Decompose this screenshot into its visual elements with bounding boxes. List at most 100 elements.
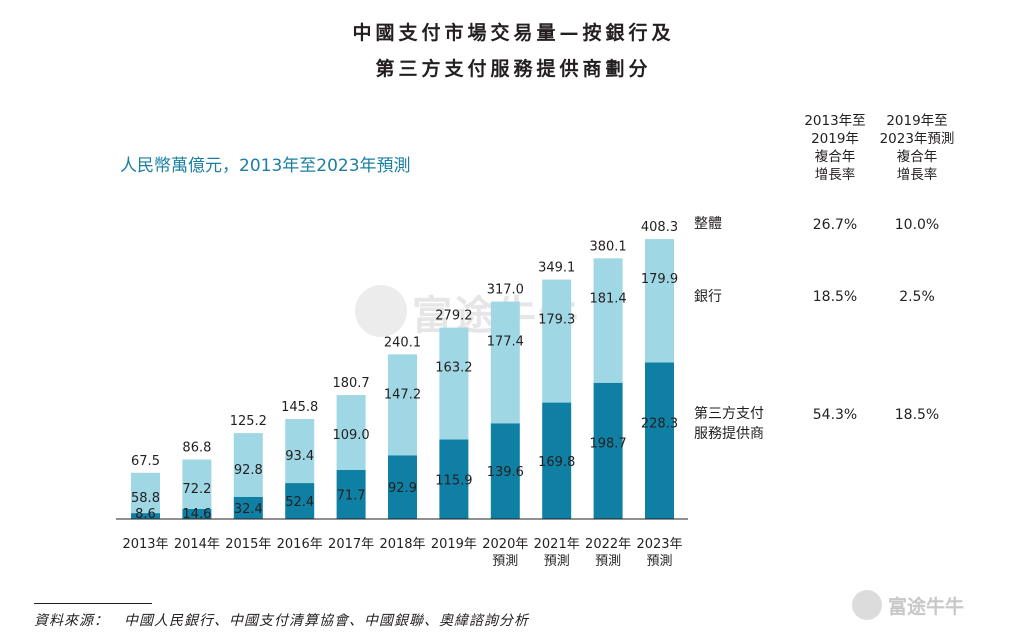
data-label-total: 240.1: [384, 335, 421, 350]
data-label-bank: 147.2: [384, 387, 421, 402]
data-label-total: 317.0: [487, 283, 524, 298]
chart-title-line2: 第三方支付服務提供商劃分: [375, 58, 652, 80]
cagr-header-line: 2019年至: [886, 113, 948, 129]
watermark-logo-icon: [355, 285, 407, 337]
bar-third-party: [182, 508, 212, 519]
data-label-third-party: 52.4: [285, 495, 314, 510]
cagr-bank-2019-2023: 2.5%: [899, 289, 935, 305]
bar-bank: [439, 327, 469, 440]
data-label-third-party: 14.6: [182, 507, 211, 522]
data-label-third-party: 71.7: [337, 488, 366, 503]
data-label-third-party: 32.4: [234, 502, 263, 517]
data-label-total: 145.8: [281, 400, 318, 415]
row-label-line: 銀行: [694, 289, 722, 305]
cagr-header-line: 增長率: [814, 167, 856, 183]
bar-bank: [645, 239, 674, 363]
row-label-third-party: 第三方支付 服務提供商: [694, 404, 764, 444]
corner-logo-icon: [852, 590, 882, 620]
row-label-total: 整體: [694, 214, 722, 234]
bar-bank: [233, 433, 263, 497]
row-label-line: 服務提供商: [694, 426, 764, 442]
bar-bank: [490, 301, 520, 424]
x-tick-label: 2017年: [328, 537, 374, 552]
bar-third-party: [233, 496, 263, 519]
data-label-total: 67.5: [131, 454, 160, 469]
cagr-header-line: 增長率: [896, 167, 938, 183]
bar-bank: [593, 258, 623, 383]
cagr-header-line: 2013年至: [804, 113, 866, 129]
row-label-bank: 銀行: [694, 287, 722, 307]
x-tick-label: 預測: [492, 554, 518, 569]
x-tick-label: 預測: [595, 554, 621, 569]
cagr-header-line: 2019年: [811, 131, 859, 147]
cagr-total-2013-2019: 26.7%: [812, 217, 858, 233]
corner-logo-text: 富途牛牛: [888, 596, 965, 618]
cagr-header-line: 複合年: [896, 149, 938, 165]
bar-third-party: [490, 423, 520, 519]
bar-bank: [131, 472, 160, 514]
bar-third-party: [131, 513, 160, 519]
source-divider: [34, 603, 152, 604]
data-label-third-party: 228.3: [641, 416, 678, 431]
data-label-bank: 72.2: [182, 482, 211, 497]
x-tick-label: 2016年: [277, 537, 323, 552]
data-label-bank: 58.8: [131, 491, 160, 506]
x-tick-label: 2020年: [482, 537, 528, 552]
bar-bank: [182, 459, 212, 509]
data-label-total: 279.2: [435, 309, 472, 324]
data-label-total: 408.3: [641, 220, 678, 235]
x-tick-label: 2019年: [431, 537, 477, 552]
x-tick-label: 預測: [544, 554, 570, 569]
data-label-bank: 109.0: [332, 428, 369, 443]
data-label-bank: 177.4: [487, 335, 524, 350]
bar-bank: [285, 419, 315, 484]
data-label-total: 349.1: [538, 261, 575, 276]
cagr-header-2019-2023: 2019年至 2023年預測 複合年 增長率: [872, 112, 962, 184]
bar-bank: [336, 395, 366, 470]
bar-third-party: [285, 483, 315, 519]
bar-third-party: [645, 362, 674, 519]
data-label-bank: 93.4: [285, 449, 314, 464]
cagr-third-party-2019-2023: 18.5%: [894, 407, 940, 423]
bar-third-party: [542, 402, 572, 519]
x-tick-label: 2015年: [225, 537, 271, 552]
chart-title-line1: 中國支付市場交易量—按銀行及: [352, 22, 675, 44]
x-tick-label: 2021年: [534, 537, 580, 552]
source-note: 資料來源： 中國人民銀行、中國支付清算協會、中國銀聯、奧緯諮詢分析: [34, 613, 529, 629]
data-label-bank: 181.4: [589, 291, 626, 306]
bar-third-party: [388, 455, 417, 519]
bar-bank: [388, 354, 417, 456]
x-tick-label: 2018年: [379, 537, 425, 552]
row-label-line: 第三方支付: [694, 406, 764, 422]
data-label-total: 86.8: [182, 440, 211, 455]
data-label-bank: 179.9: [641, 272, 678, 287]
data-label-third-party: 169.8: [538, 455, 575, 470]
data-label-bank: 163.2: [435, 361, 472, 376]
x-tick-label: 2014年: [174, 537, 220, 552]
row-label-line: 整體: [694, 216, 722, 232]
bar-third-party: [439, 439, 469, 519]
cagr-total-2019-2023: 10.0%: [894, 217, 940, 233]
data-label-third-party: 115.9: [435, 473, 472, 488]
x-tick-label: 2023年: [636, 537, 682, 552]
data-label-total: 380.1: [589, 239, 626, 254]
cagr-header-line: 2023年預測: [879, 131, 955, 147]
chart-subtitle: 人民幣萬億元，2013年至2023年預測: [120, 156, 411, 176]
data-label-third-party: 92.9: [388, 481, 417, 496]
data-label-third-party: 8.6: [135, 507, 156, 522]
bar-bank: [542, 279, 572, 403]
bar-third-party: [593, 382, 623, 519]
cagr-header-2013-2019: 2013年至 2019年 複合年 增長率: [795, 112, 875, 184]
data-label-bank: 92.8: [234, 463, 263, 478]
cagr-third-party-2013-2019: 54.3%: [812, 407, 858, 423]
data-label-total: 125.2: [230, 414, 267, 429]
x-tick-label: 2013年: [122, 537, 168, 552]
cagr-header-line: 複合年: [814, 149, 856, 165]
data-label-third-party: 198.7: [589, 437, 626, 452]
x-tick-label: 2022年: [585, 537, 631, 552]
data-label-total: 180.7: [332, 376, 369, 391]
data-label-third-party: 139.6: [487, 465, 524, 480]
data-label-bank: 179.3: [538, 313, 575, 328]
bar-third-party: [336, 469, 366, 519]
